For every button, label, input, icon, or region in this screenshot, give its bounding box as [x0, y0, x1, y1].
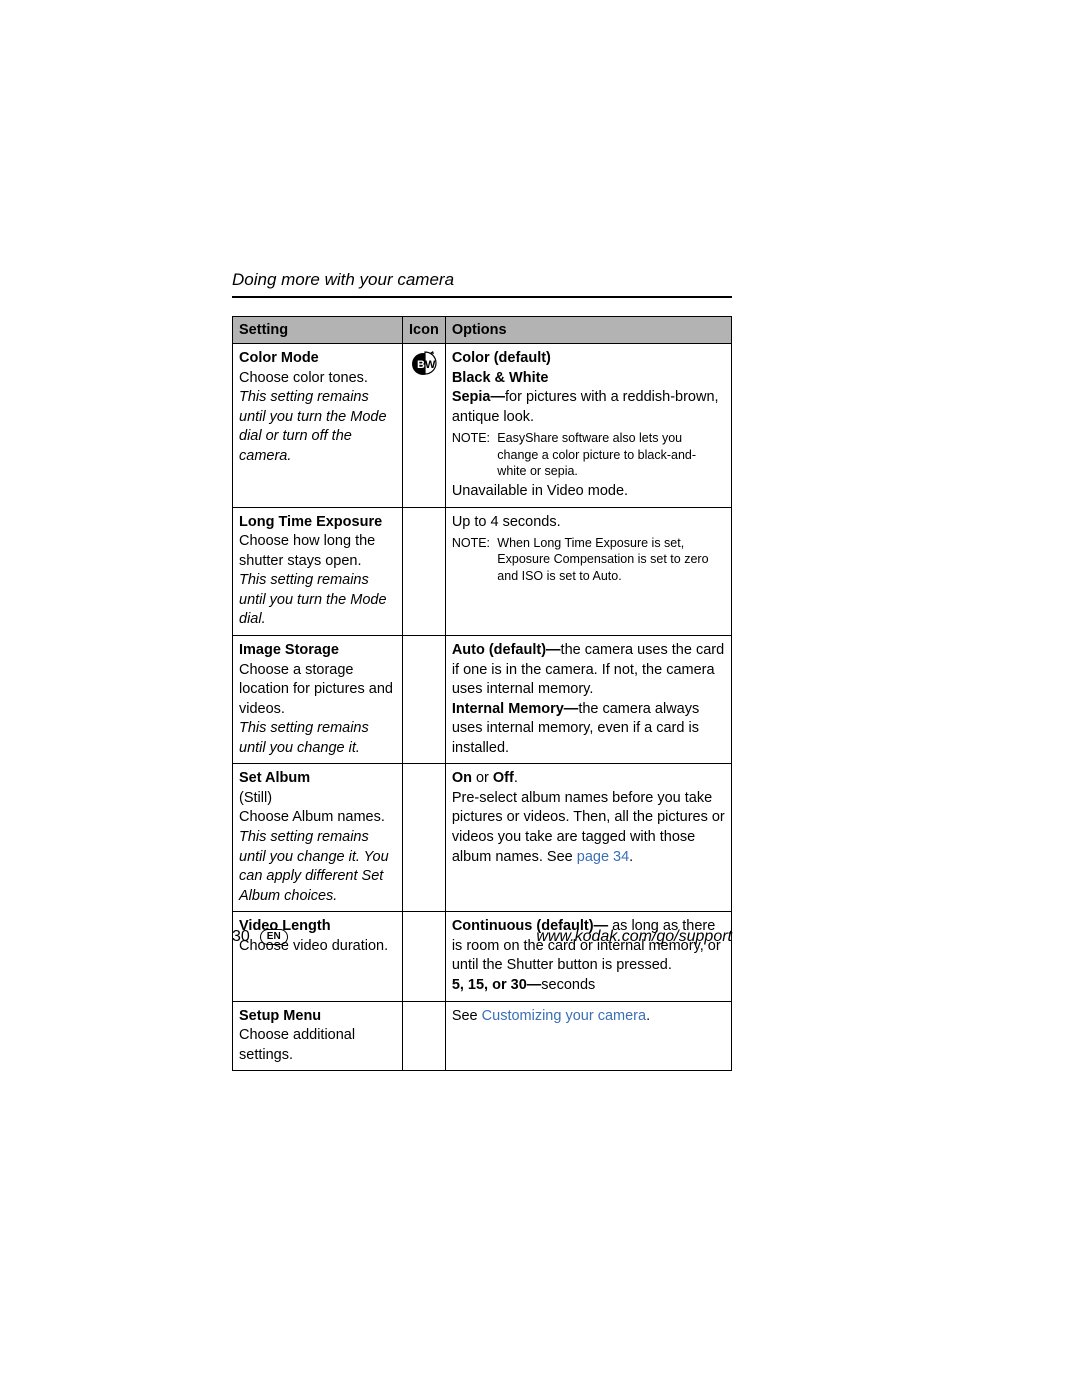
- setting-cell: Long Time Exposure Choose how long the s…: [233, 507, 403, 635]
- row-color-mode: Color Mode Choose color tones. This sett…: [233, 344, 732, 508]
- setting-title: Setup Menu: [239, 1007, 396, 1027]
- setting-cell: Image Storage Choose a storage location …: [233, 635, 403, 763]
- bw-icon: B W: [410, 349, 438, 384]
- setting-cell: Color Mode Choose color tones. This sett…: [233, 344, 403, 508]
- setting-title: Set Album: [239, 769, 396, 789]
- opt-duration: 5, 15, or 30—seconds: [452, 976, 725, 996]
- table-header-row: Setting Icon Options: [233, 317, 732, 344]
- row-setup-menu: Setup Menu Choose additional settings. S…: [233, 1001, 732, 1071]
- setting-title: Color Mode: [239, 349, 396, 369]
- setting-persist: This setting remains until you change it…: [239, 828, 396, 906]
- setting-subtitle: (Still): [239, 789, 396, 809]
- setting-cell: Setup Menu Choose additional settings.: [233, 1001, 403, 1071]
- icon-cell: [403, 635, 446, 763]
- page-content: Doing more with your camera Setting Icon…: [232, 270, 732, 1071]
- page-footer: 30 EN www.kodak.com/go/support: [232, 928, 732, 946]
- footer-url: www.kodak.com/go/support: [536, 928, 732, 946]
- options-cell: On or Off. Pre-select album names before…: [445, 764, 731, 912]
- setting-cell: Set Album (Still) Choose Album names. Th…: [233, 764, 403, 912]
- setting-persist: This setting remains until you change it…: [239, 719, 396, 758]
- opt-internal: Internal Memory—the camera always uses i…: [452, 700, 725, 759]
- icon-cell: [403, 912, 446, 1001]
- page-link[interactable]: page 34: [577, 849, 629, 865]
- icon-cell: B W: [403, 344, 446, 508]
- header-setting: Setting: [233, 317, 403, 344]
- options-cell: Up to 4 seconds. NOTE: When Long Time Ex…: [445, 507, 731, 635]
- row-video-length: Video Length Choose video duration. Cont…: [233, 912, 732, 1001]
- svg-text:W: W: [425, 359, 436, 371]
- opt-sepia: Sepia—for pictures with a reddish-brown,…: [452, 388, 725, 427]
- options-cell: Color (default) Black & White Sepia—for …: [445, 344, 731, 508]
- setting-desc: Choose color tones.: [239, 369, 396, 389]
- row-long-exposure: Long Time Exposure Choose how long the s…: [233, 507, 732, 635]
- icon-cell: [403, 507, 446, 635]
- opt-pretext: Pre-select album names before you take p…: [452, 789, 725, 867]
- options-cell: Continuous (default)— as long as there i…: [445, 912, 731, 1001]
- row-set-album: Set Album (Still) Choose Album names. Th…: [233, 764, 732, 912]
- opt-main: Up to 4 seconds.: [452, 513, 725, 533]
- language-badge: EN: [260, 929, 288, 945]
- header-icon: Icon: [403, 317, 446, 344]
- opt-bw: Black & White: [452, 369, 725, 389]
- note: NOTE: EasyShare software also lets you c…: [452, 430, 725, 479]
- setting-persist: This setting remains until you turn the …: [239, 388, 396, 466]
- setting-desc: Choose Album names.: [239, 808, 396, 828]
- opt-color-default: Color (default): [452, 349, 725, 369]
- chapter-title: Doing more with your camera: [232, 270, 732, 298]
- setting-cell: Video Length Choose video duration.: [233, 912, 403, 1001]
- icon-cell: [403, 764, 446, 912]
- header-options: Options: [445, 317, 731, 344]
- customizing-link[interactable]: Customizing your camera: [482, 1008, 646, 1024]
- setting-desc: Choose additional settings.: [239, 1026, 396, 1065]
- setting-desc: Choose a storage location for pictures a…: [239, 661, 396, 720]
- opt-onoff: On or Off.: [452, 769, 725, 789]
- row-image-storage: Image Storage Choose a storage location …: [233, 635, 732, 763]
- opt-continuous: Continuous (default)— as long as there i…: [452, 917, 725, 976]
- setting-persist: This setting remains until you turn the …: [239, 571, 396, 630]
- options-cell: Auto (default)—the camera uses the card …: [445, 635, 731, 763]
- footer-left: 30 EN: [232, 928, 288, 946]
- setting-title: Image Storage: [239, 641, 396, 661]
- svg-text:B: B: [417, 359, 425, 371]
- setting-desc: Choose how long the shutter stays open.: [239, 532, 396, 571]
- page-number: 30: [232, 928, 250, 946]
- settings-table: Setting Icon Options Color Mode Choose c…: [232, 316, 732, 1071]
- options-cell: See Customizing your camera.: [445, 1001, 731, 1071]
- setting-title: Long Time Exposure: [239, 513, 396, 533]
- opt-see: See Customizing your camera.: [452, 1008, 650, 1024]
- note: NOTE: When Long Time Exposure is set, Ex…: [452, 535, 725, 584]
- opt-auto: Auto (default)—the camera uses the card …: [452, 641, 725, 700]
- opt-unavailable: Unavailable in Video mode.: [452, 482, 725, 502]
- icon-cell: [403, 1001, 446, 1071]
